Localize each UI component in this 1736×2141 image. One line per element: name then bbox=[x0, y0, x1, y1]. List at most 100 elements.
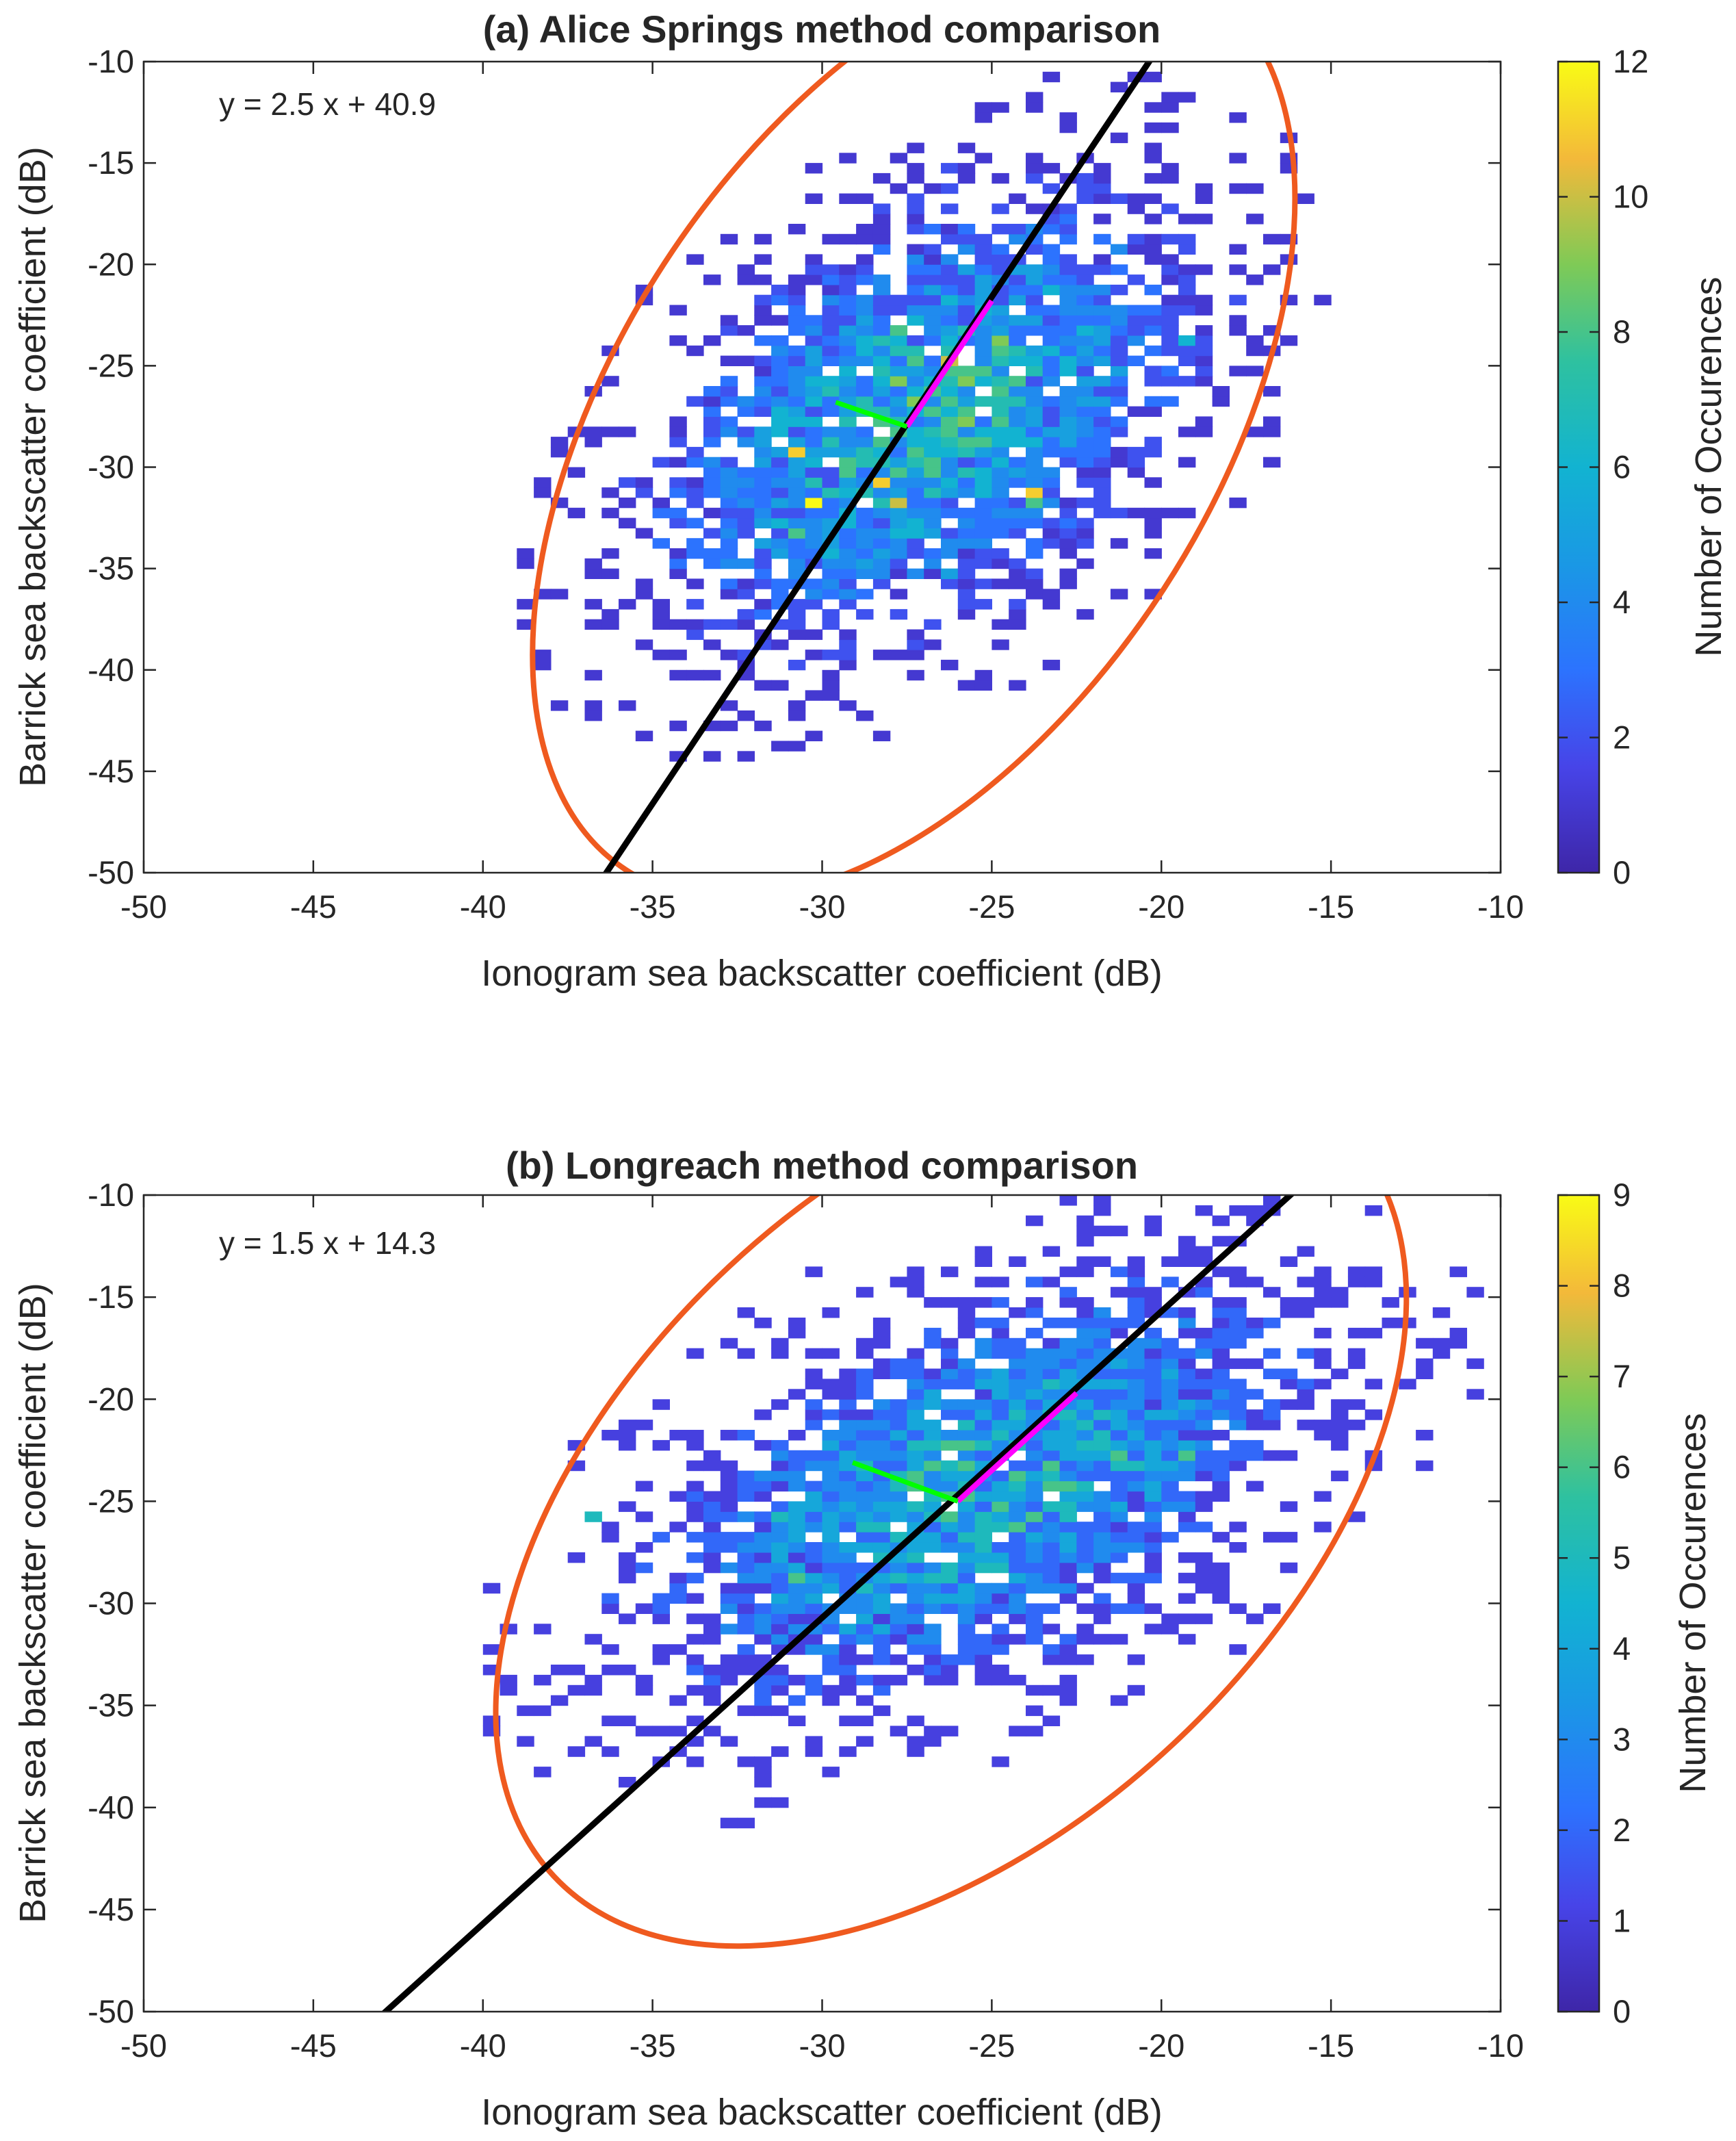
panel-b-colorbar-tick-label: 7 bbox=[1613, 1358, 1631, 1394]
panel-b-heatmap-cell bbox=[890, 1358, 908, 1370]
panel-a-heatmap-cell bbox=[1009, 274, 1026, 285]
panel-b-heatmap-cell bbox=[805, 1603, 823, 1614]
panel-b-heatmap-cell bbox=[601, 1644, 619, 1655]
panel-b-heatmap-cell bbox=[1026, 1470, 1044, 1482]
panel-b-heatmap-cell bbox=[1026, 1379, 1044, 1389]
panel-a-heatmap-cell bbox=[957, 680, 976, 691]
panel-a-heatmap-cell bbox=[703, 406, 721, 417]
panel-a-heatmap-cell bbox=[1059, 233, 1077, 245]
panel-a-heatmap-cell bbox=[941, 426, 959, 437]
panel-b-heatmap-cell bbox=[1110, 1470, 1128, 1482]
panel-b-heatmap-cell bbox=[1127, 1593, 1145, 1604]
panel-b-heatmap-cell bbox=[924, 1654, 942, 1665]
panel-a-heatmap-cell bbox=[1076, 467, 1094, 478]
panel-b-heatmap-cell bbox=[686, 1665, 704, 1676]
panel-b-ytick-label: -35 bbox=[88, 1687, 134, 1723]
panel-a-heatmap-cell bbox=[941, 507, 959, 519]
panel-b-heatmap-cell bbox=[872, 1318, 891, 1329]
panel-b-heatmap-cell bbox=[1432, 1337, 1451, 1349]
panel-a-heatmap-cell bbox=[974, 102, 992, 113]
panel-b-heatmap-cell bbox=[1212, 1450, 1230, 1461]
panel-b-xtick-label: -40 bbox=[460, 2027, 506, 2064]
panel-a-heatmap-cell bbox=[1161, 264, 1179, 275]
panel-b-heatmap-cell bbox=[1076, 1562, 1094, 1574]
panel-b-heatmap-cell bbox=[1314, 1522, 1332, 1533]
panel-a-heatmap-cell bbox=[1110, 305, 1128, 316]
panel-a-heatmap-cell bbox=[1178, 274, 1196, 285]
panel-b-heatmap-cell bbox=[1364, 1205, 1383, 1216]
panel-b-heatmap-cell bbox=[890, 1572, 908, 1584]
panel-a-heatmap-cell bbox=[822, 376, 840, 387]
panel-a-heatmap-cell bbox=[992, 558, 1009, 569]
panel-a-heatmap-cell bbox=[856, 345, 874, 357]
panel-b-heatmap-cell bbox=[1026, 1562, 1044, 1574]
panel-b-heatmap-cell bbox=[1127, 1480, 1145, 1492]
panel-a-heatmap-cell bbox=[1059, 305, 1077, 316]
panel-a-heatmap-cell bbox=[839, 650, 857, 661]
panel-a-heatmap-cell bbox=[822, 284, 840, 296]
panel-b-heatmap-cell bbox=[974, 1582, 992, 1594]
panel-a-heatmap-cell bbox=[839, 315, 857, 326]
panel-a-heatmap-cell bbox=[1263, 416, 1281, 427]
panel-a-heatmap-cell bbox=[1093, 477, 1111, 488]
panel-a-heatmap-cell bbox=[957, 294, 976, 306]
panel-b-heatmap-cell bbox=[822, 1307, 840, 1318]
panel-a-heatmap-cell bbox=[805, 437, 823, 448]
panel-a-heatmap-cell bbox=[1144, 244, 1162, 255]
panel-b-heatmap-cell bbox=[1026, 1409, 1044, 1420]
panel-a-heatmap-cell bbox=[805, 690, 823, 701]
panel-a-heatmap-cell bbox=[1110, 507, 1128, 519]
panel-a-heatmap-cell bbox=[771, 467, 789, 478]
panel-b-heatmap-cell bbox=[737, 1593, 755, 1604]
panel-b-heatmap-cell bbox=[1009, 1460, 1026, 1472]
panel-b-heatmap-cell bbox=[924, 1665, 942, 1676]
panel-b-colorbar-tick-label: 0 bbox=[1613, 1993, 1631, 2029]
panel-a-heatmap-cell bbox=[754, 426, 772, 437]
panel-a-heatmap-cell bbox=[822, 568, 840, 579]
panel-a-heatmap-cell bbox=[1076, 305, 1094, 316]
panel-b-colorbar-tick-label: 2 bbox=[1613, 1812, 1631, 1848]
panel-a-heatmap-cell bbox=[584, 426, 602, 437]
panel-a-heatmap-cell bbox=[957, 538, 976, 549]
panel-a-heatmap-cell bbox=[907, 264, 924, 275]
panel-b-heatmap-cell bbox=[974, 1634, 992, 1645]
panel-a-heatmap-cell bbox=[1076, 608, 1094, 620]
panel-a-heatmap-cell bbox=[619, 517, 636, 528]
panel-b-heatmap-cell bbox=[1161, 1439, 1179, 1451]
panel-b-heatmap-cell bbox=[872, 1327, 891, 1339]
panel-b-heatmap-cell bbox=[1161, 1256, 1179, 1267]
panel-a-heatmap-cell bbox=[805, 497, 823, 509]
panel-b-heatmap-cell bbox=[974, 1430, 992, 1441]
panel-a-heatmap-cell bbox=[1026, 457, 1044, 468]
panel-b-heatmap-cell bbox=[737, 1817, 755, 1829]
panel-a-heatmap-cell bbox=[1246, 345, 1264, 357]
panel-a-heatmap-cell bbox=[601, 487, 619, 498]
panel-b-heatmap-cell bbox=[601, 1603, 619, 1614]
panel-a-heatmap-cell bbox=[788, 386, 806, 397]
panel-b-heatmap-cell bbox=[822, 1450, 840, 1461]
panel-b-heatmap-cell bbox=[992, 1552, 1009, 1563]
panel-a-heatmap-cell bbox=[1161, 254, 1179, 265]
panel-a-heatmap-cell bbox=[1178, 264, 1196, 275]
panel-b-heatmap-cell bbox=[1195, 1337, 1213, 1349]
panel-a-heatmap-cell bbox=[872, 730, 891, 741]
panel-b-ytick-label: -45 bbox=[88, 1891, 134, 1927]
panel-b-heatmap-cell bbox=[957, 1634, 976, 1645]
panel-a-heatmap-cell bbox=[924, 437, 942, 448]
panel-b-heatmap-cell bbox=[907, 1287, 924, 1298]
panel-b-heatmap-cell bbox=[601, 1593, 619, 1604]
panel-a-heatmap-cell bbox=[1195, 355, 1213, 366]
panel-b-heatmap-cell bbox=[788, 1624, 806, 1634]
panel-a-heatmap-cell bbox=[974, 112, 992, 123]
panel-b-heatmap-cell bbox=[941, 1726, 959, 1736]
panel-b-heatmap-cell bbox=[720, 1624, 738, 1634]
panel-a-heatmap-cell bbox=[771, 477, 789, 488]
panel-a-heatmap-cell bbox=[703, 457, 721, 468]
panel-b-heatmap-cell bbox=[1195, 1409, 1213, 1420]
panel-a-heatmap-cell bbox=[1161, 305, 1179, 316]
panel-b-heatmap-cell bbox=[1009, 1542, 1026, 1553]
panel-b-heatmap-cell bbox=[822, 1562, 840, 1574]
panel-a-heatmap-cell bbox=[872, 325, 891, 336]
panel-a-heatmap-cell bbox=[1093, 355, 1111, 366]
panel-a-heatmap-cell bbox=[1059, 355, 1077, 366]
